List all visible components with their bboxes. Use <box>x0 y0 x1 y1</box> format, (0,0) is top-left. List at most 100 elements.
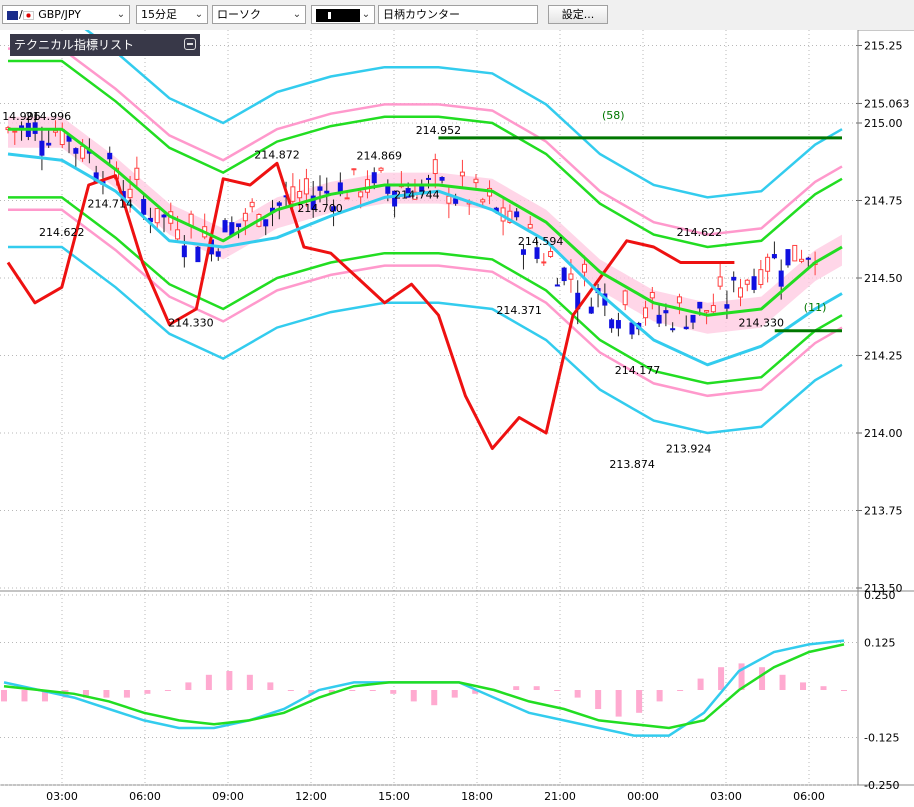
macd-bar <box>185 682 192 690</box>
level-label: (11) <box>804 301 827 314</box>
toolbar: / GBP/JPY ⌄ 15分足 ⌄ ローソク ⌄ ⌄ 日柄カウンター 設定..… <box>0 0 914 31</box>
macd-bar <box>390 690 397 694</box>
macd-bar <box>349 690 356 691</box>
candle-body <box>446 195 452 204</box>
candle-body <box>392 190 398 207</box>
x-tick-label: 12:00 <box>295 790 327 803</box>
red-line <box>6 161 735 450</box>
candle-body <box>520 249 526 255</box>
candle-body <box>181 245 187 258</box>
candle-body <box>765 256 771 272</box>
candle-body <box>663 310 669 314</box>
candle-body <box>127 188 133 199</box>
candle-body <box>541 261 547 264</box>
y-tick-label: 214.50 <box>864 272 903 285</box>
candle-body <box>439 176 445 181</box>
candle-body <box>717 276 723 287</box>
macd-bar <box>738 663 745 690</box>
y-axis: 215.25 215.063 215.00 214.75 214.50 214.25 214… <box>856 30 910 792</box>
candle-body <box>609 319 615 329</box>
candle-body <box>364 179 370 193</box>
envelope-band <box>8 196 843 385</box>
japan-flag-icon <box>22 10 34 20</box>
candle-body <box>453 198 459 204</box>
candle-body <box>351 168 357 171</box>
price-label: 214.594 <box>518 235 564 248</box>
macd-bar <box>759 667 766 690</box>
symbol-select[interactable]: / GBP/JPY ⌄ <box>2 5 130 24</box>
price-label: 14.996 <box>2 110 41 123</box>
indicator-list-panel[interactable]: テクニカル指標リスト <box>10 34 200 56</box>
minimize-icon[interactable] <box>184 38 196 50</box>
macd-bar <box>246 674 253 690</box>
candle-body <box>303 178 309 195</box>
price-label: 214.869 <box>357 150 403 163</box>
settings-button[interactable]: 設定... <box>548 5 608 24</box>
macd-bar <box>800 682 807 690</box>
macd-bar <box>328 690 335 694</box>
candle-body <box>751 276 757 290</box>
macd-bar <box>21 690 28 702</box>
macd-bar <box>533 686 540 690</box>
candle-body <box>676 296 682 304</box>
candle-body <box>290 186 296 202</box>
candle-body <box>643 307 649 319</box>
candle-body <box>622 290 628 306</box>
price-label: 213.924 <box>666 443 712 456</box>
candle-body <box>561 267 567 282</box>
candle-body <box>141 199 147 215</box>
bollinger-band <box>8 47 843 236</box>
macd-bar <box>369 690 376 691</box>
macd-bar <box>103 690 110 698</box>
macd-bar <box>636 690 643 713</box>
symbol-label: GBP/JPY <box>38 8 81 21</box>
macd-bar <box>718 667 725 690</box>
macd-tick-label: 0.250 <box>864 589 896 602</box>
candle-body <box>405 188 411 198</box>
macd-bar <box>677 690 684 691</box>
macd-tick-label: -0.125 <box>864 732 899 745</box>
bollinger-band <box>84 30 843 199</box>
price-label: 214.622 <box>39 226 85 239</box>
cyan-line <box>7 152 843 367</box>
interval-select[interactable]: 15分足 ⌄ <box>136 5 208 24</box>
x-axis: 03:00 06:00 09:00 12:00 15:00 18:00 21:00 00:00… <box>46 790 825 803</box>
chevron-down-icon[interactable]: ⌄ <box>292 9 302 20</box>
y-tick-label: 214.00 <box>864 427 903 440</box>
envelope-band <box>8 59 843 249</box>
candle-body <box>480 199 486 203</box>
candle-body <box>344 197 350 200</box>
chevron-down-icon[interactable]: ⌄ <box>194 9 204 20</box>
bollinger-band <box>8 245 843 435</box>
macd-panel <box>1 639 847 737</box>
price-label: 214.744 <box>394 188 440 201</box>
chevron-down-icon[interactable]: ⌄ <box>116 9 126 20</box>
candle-body <box>771 254 777 259</box>
color-select[interactable]: ⌄ <box>311 5 375 24</box>
indicator-list-title: テクニカル指標リスト <box>14 38 135 52</box>
candle-body <box>670 328 676 331</box>
ticker-counter-label: 日柄カウンター <box>383 8 460 21</box>
candle-body <box>649 292 655 299</box>
chevron-down-icon[interactable]: ⌄ <box>361 9 371 20</box>
macd-bar <box>431 690 438 706</box>
candle-body <box>785 249 791 266</box>
macd-bar <box>1 690 7 702</box>
indicator-lines <box>6 127 843 450</box>
macd-bar <box>656 690 663 702</box>
macd-bar <box>308 690 315 694</box>
candle-body <box>554 284 560 287</box>
candle-body <box>710 305 716 313</box>
candle-body <box>778 270 784 287</box>
candle-body <box>385 185 391 194</box>
macd-bar <box>841 690 847 691</box>
x-tick-label: 18:00 <box>461 790 493 803</box>
candle-body <box>690 314 696 323</box>
chart-style-label: ローソク <box>217 8 261 21</box>
candle-body <box>629 322 635 335</box>
ticker-counter-field[interactable]: 日柄カウンター <box>378 5 538 24</box>
candle-body <box>432 159 438 175</box>
chart-style-select[interactable]: ローソク ⌄ <box>212 5 306 24</box>
price-label: 214.371 <box>496 304 542 317</box>
